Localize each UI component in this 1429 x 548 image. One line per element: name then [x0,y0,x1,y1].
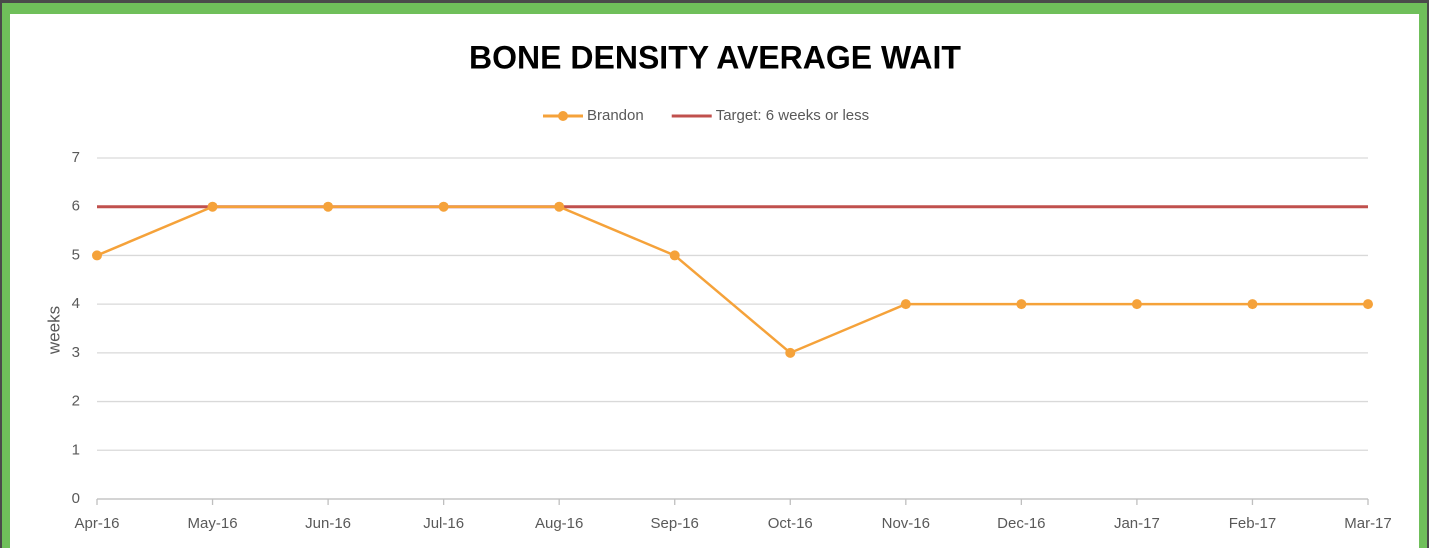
chart-title: BONE DENSITY AVERAGE WAIT [469,39,961,75]
x-tick-label: Nov-16 [882,515,930,532]
data-point [1016,299,1027,310]
data-point [207,201,218,212]
y-tick-label: 2 [72,393,80,410]
legend-marker [558,111,568,121]
y-tick-label: 6 [72,198,80,215]
y-tick-label: 7 [72,149,80,166]
x-tick-label: Mar-17 [1344,515,1392,532]
data-point [92,250,102,261]
x-tick-label: Dec-16 [997,515,1045,532]
data-point [1363,299,1373,310]
data-point [900,299,911,310]
data-point [785,347,796,358]
data-point [669,250,680,261]
series-line [96,205,1368,355]
x-tick-label: Sep-16 [651,515,699,532]
chart-background [10,14,1419,548]
x-tick-label: Jun-16 [305,515,351,532]
x-tick-label: Feb-17 [1229,515,1277,532]
y-tick-label: 4 [72,295,80,312]
legend-label: Target: 6 weeks or less [716,107,869,124]
x-tick-label: May-16 [188,515,238,532]
y-tick-label: 3 [72,344,80,361]
legend-label: Brandon [587,107,644,124]
data-point [1131,299,1142,310]
x-tick-label: Oct-16 [768,515,813,532]
y-axis-label: weeks [44,306,63,355]
y-tick-label: 1 [72,441,80,458]
y-tick-label: 0 [72,490,80,507]
data-point [323,201,334,212]
x-tick-label: Apr-16 [74,515,119,532]
data-point [554,201,565,212]
y-tick-label: 5 [72,246,80,263]
x-tick-label: Jan-17 [1114,515,1160,532]
data-point [1247,299,1258,310]
x-tick-label: Jul-16 [423,515,464,532]
x-tick-label: Aug-16 [535,515,583,532]
data-point [438,201,449,212]
